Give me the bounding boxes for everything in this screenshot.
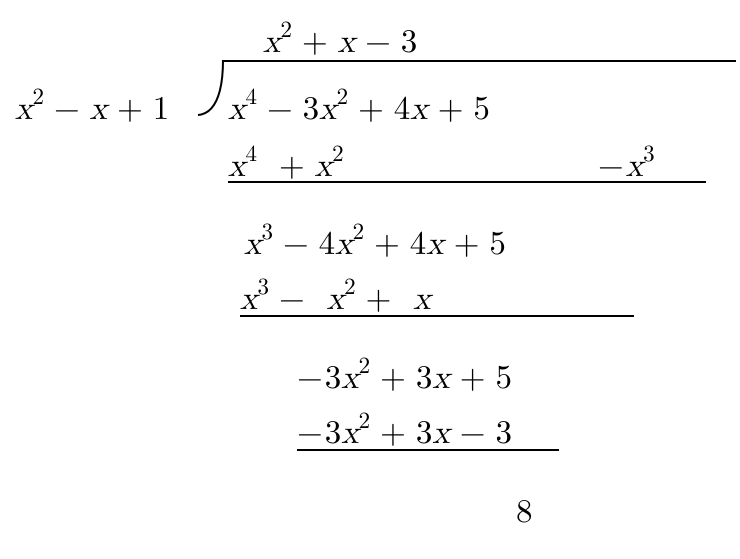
longdiv-bracket-path — [198, 60, 223, 115]
longdiv-bracket — [195, 60, 231, 120]
step2-result: −3x2+3x+5 — [297, 362, 512, 395]
longdiv-vinculum — [222, 60, 736, 62]
step1-sub-left: x4+x2 — [228, 150, 344, 183]
step2-sub: x3−x2+x — [240, 283, 431, 316]
dividend: x4−3x2+4x+5 — [228, 93, 490, 126]
divisor: x2−x+1 — [15, 93, 169, 126]
rule-3 — [297, 449, 559, 451]
long-division-figure: x2+x−3 x2−x+1 x4−3x2+4x+5 x4+x2 −x3 x3−4… — [0, 0, 740, 559]
rule-2 — [240, 315, 634, 317]
step1-result: x3−4x2+4x+5 — [244, 228, 506, 261]
rule-1 — [228, 181, 706, 183]
step1-sub-right: −x3 — [598, 150, 655, 183]
quotient: x2+x−3 — [263, 26, 417, 59]
step3-sub: −3x2+3x−3 — [297, 417, 512, 450]
remainder: 8 — [516, 496, 533, 529]
